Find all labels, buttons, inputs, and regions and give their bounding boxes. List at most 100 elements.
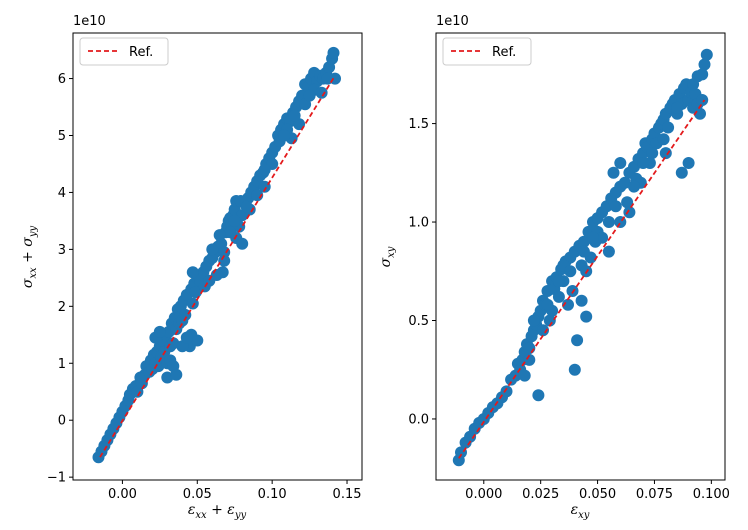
- scatter-point: [186, 266, 199, 279]
- reference-line-right: [458, 99, 706, 459]
- legend-label-left: Ref.: [129, 45, 153, 60]
- scatter-point: [532, 389, 545, 402]
- scatter-point: [240, 200, 253, 213]
- y-tick-label: 6: [58, 72, 66, 87]
- y-tick-label: 0.5: [408, 314, 429, 329]
- x-tick-label: 0.025: [522, 487, 559, 502]
- scatter-point: [637, 157, 650, 169]
- scatter-point: [180, 331, 193, 344]
- scatter-point: [541, 298, 554, 311]
- reference-line-left: [99, 75, 336, 458]
- scatter-point: [213, 229, 226, 242]
- x-axis-label-left: εxx + εyy: [188, 502, 247, 521]
- y-tick-label: 5: [58, 129, 66, 144]
- scatter-point: [694, 107, 706, 120]
- scatter-point: [614, 157, 627, 169]
- scatter-point: [288, 109, 301, 122]
- scatter-point: [552, 275, 565, 288]
- axes-frame-right: [435, 32, 726, 481]
- reference-line: [458, 99, 706, 459]
- scatter-point: [564, 265, 577, 278]
- y-tick-label: 0.0: [408, 412, 429, 427]
- scatter-points-left: [92, 46, 341, 464]
- x-tick-label: 0.10: [258, 487, 287, 502]
- axes-frame-left: [72, 32, 363, 481]
- scatter-points-right: [452, 48, 713, 467]
- legend-label-right: Ref.: [492, 45, 516, 60]
- subplot-left: 0.00 0.05 0.10 0.15 −1 0 1 2 3 4 5 6 1e10 εxx + εy…: [20, 14, 363, 521]
- x-tick-label: 0.100: [693, 487, 730, 502]
- scatter-point: [210, 269, 223, 281]
- scatter-point: [189, 286, 202, 299]
- y-ticks-right: 0.0 0.5 1.0 1.5: [408, 117, 436, 427]
- y-tick-label: 1: [58, 357, 66, 372]
- reference-line: [99, 75, 336, 458]
- scatter-point: [621, 196, 634, 209]
- scatter-point: [170, 368, 183, 381]
- scatter-point: [575, 294, 588, 307]
- scatter-point: [682, 157, 695, 169]
- scatter-point: [618, 176, 631, 189]
- scatter-point: [568, 363, 581, 376]
- scatter-point: [587, 231, 599, 244]
- scatter-point: [186, 297, 199, 310]
- x-tick-label: 0.05: [183, 487, 212, 502]
- x-axis-label-right: εxy: [571, 502, 590, 521]
- scatter-point: [523, 342, 536, 355]
- legend-left: Ref.: [79, 37, 169, 66]
- scatter-point: [602, 216, 615, 228]
- x-tick-label: 0.00: [108, 487, 137, 502]
- scatter-point: [577, 235, 590, 248]
- scatter-point: [671, 101, 684, 114]
- scatter-point: [562, 298, 574, 311]
- scatter-point: [646, 147, 659, 160]
- offset-text-right: 1e10: [436, 14, 469, 29]
- scatter-point: [321, 72, 334, 85]
- scatter-point: [596, 231, 609, 244]
- y-ticks-left: −1 0 1 2 3 4 5 6: [47, 72, 73, 486]
- scatter-point: [161, 371, 174, 384]
- scatter-point: [527, 314, 540, 327]
- scatter-point: [303, 89, 316, 102]
- y-tick-label: 1.0: [408, 216, 429, 231]
- x-tick-label: 0.075: [636, 487, 673, 502]
- subplot-right: 0.000 0.025 0.050 0.075 0.100 0.0 0.5 1.0 1.5 1…: [378, 14, 730, 521]
- scatter-point: [518, 369, 531, 382]
- legend-right: Ref.: [442, 37, 532, 66]
- scatter-point: [537, 324, 549, 337]
- scatter-point: [696, 94, 709, 106]
- y-tick-label: 3: [58, 243, 66, 258]
- scatter-point: [580, 310, 593, 323]
- scatter-point: [543, 314, 556, 327]
- scatter-point: [696, 68, 709, 81]
- scatter-point: [179, 308, 192, 321]
- y-tick-label: 0: [58, 414, 66, 429]
- scatter-point: [628, 180, 640, 193]
- scatter-point: [167, 337, 180, 350]
- scatter-point: [191, 334, 204, 347]
- scatter-point: [700, 48, 713, 61]
- legend-box-left: [79, 37, 169, 66]
- x-tick-label: 0.050: [579, 487, 616, 502]
- y-tick-label: 4: [58, 186, 66, 201]
- scatter-point: [552, 290, 565, 303]
- scatter-point: [602, 245, 615, 258]
- scatter-point: [218, 254, 231, 267]
- scatter-point: [659, 147, 672, 160]
- y-axis-label-right: σxy: [378, 246, 397, 267]
- scatter-point: [153, 325, 166, 338]
- scatter-point: [657, 133, 670, 146]
- x-tick-label: 0.15: [333, 487, 362, 502]
- scatter-point: [278, 129, 291, 142]
- scatter-point: [228, 214, 241, 227]
- scatter-point: [571, 334, 584, 347]
- scatter-point: [577, 245, 590, 258]
- scatter-point: [698, 58, 711, 71]
- x-tick-label: 0.000: [465, 487, 502, 502]
- y-tick-label: 2: [58, 300, 66, 315]
- scatter-point: [523, 353, 536, 366]
- scatter-point: [662, 121, 675, 134]
- scatter-point: [609, 200, 622, 213]
